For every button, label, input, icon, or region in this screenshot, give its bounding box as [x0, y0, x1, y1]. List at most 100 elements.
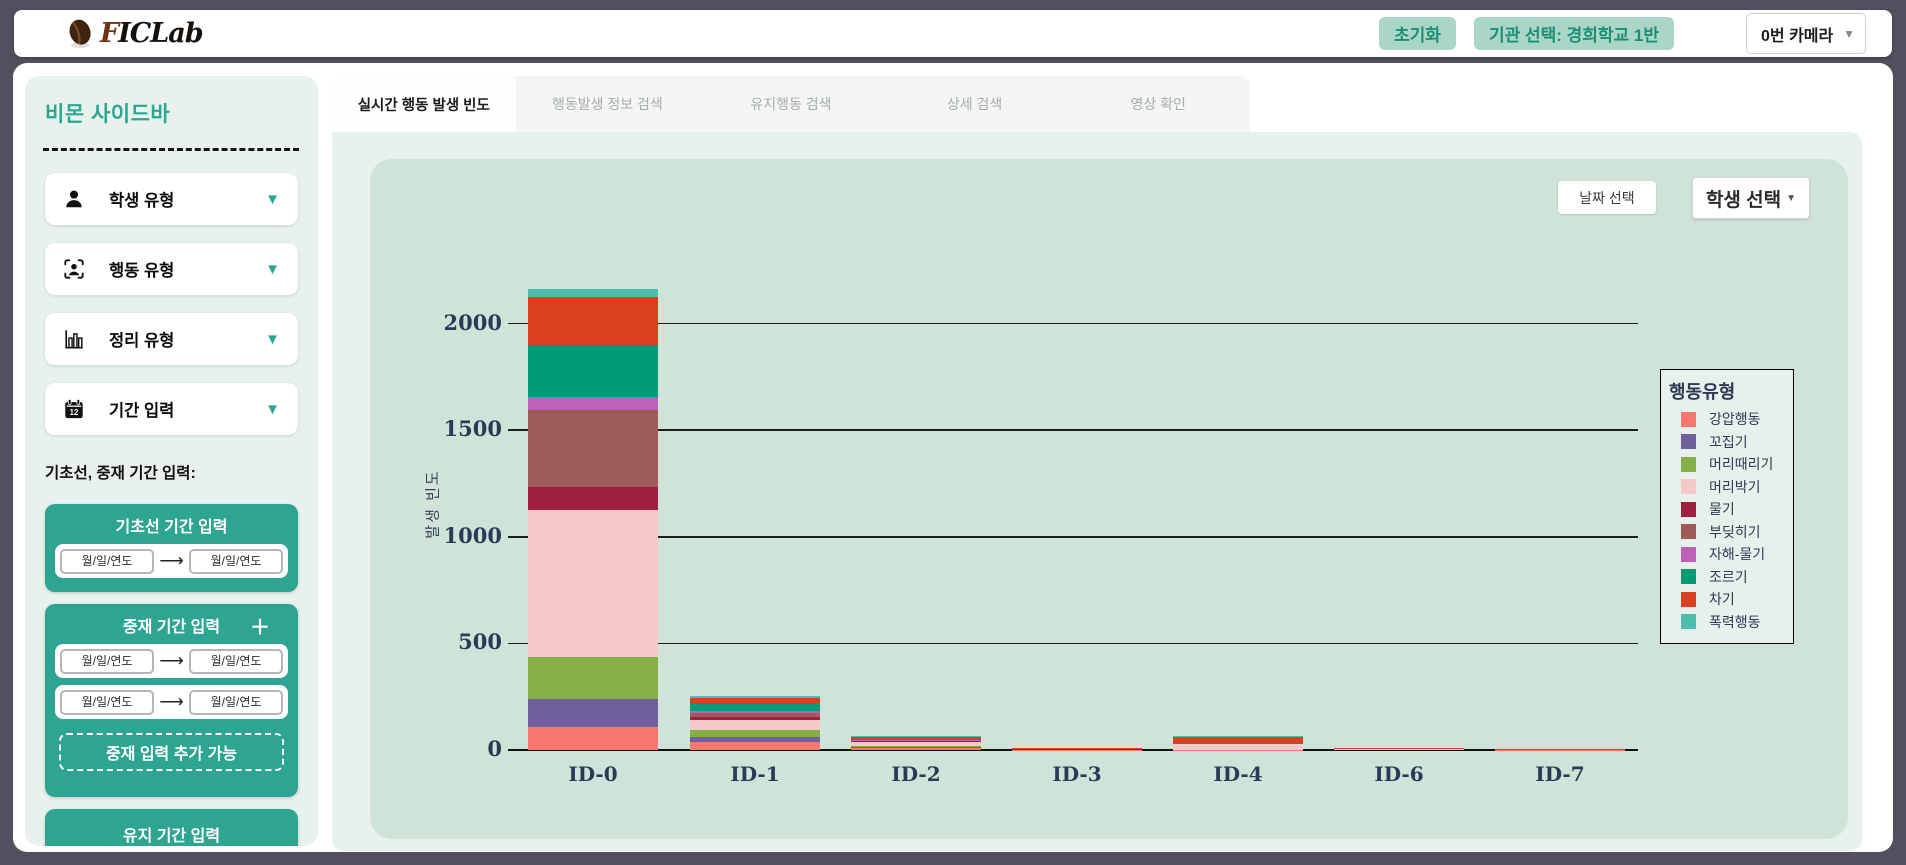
sidebar: 비몬 사이드바 학생 유형 ▼ 행동 유형 ▼ 정리 유형 ▼ 12 기간 입력 ▼ 기초선, …: [25, 76, 318, 846]
baseline-start-date-input[interactable]: [60, 548, 154, 574]
legend-item: 꼬집기: [1669, 431, 1787, 454]
institution-select-button[interactable]: 기관 선택: 경희학교 1반: [1473, 17, 1674, 50]
x-axis-label: ID-6: [1374, 762, 1424, 786]
legend-item: 강압행동: [1669, 408, 1787, 431]
bar-segment-꼬집기: [528, 698, 658, 727]
legend-item: 자해-물기: [1669, 543, 1787, 566]
camera-select-value: 0번 카메라: [1761, 27, 1834, 45]
bar-segment-강압행동: [1173, 749, 1303, 751]
x-axis-label: ID-7: [1535, 762, 1585, 786]
legend-swatch: [1681, 501, 1696, 517]
legend-item: 머리때리기: [1669, 453, 1787, 476]
bar-segment-머리때리기: [528, 657, 658, 699]
gridline: [508, 429, 1638, 432]
face-scan-icon: [63, 258, 85, 280]
bar-segment-머리박기: [851, 742, 981, 747]
maintenance-box-title: 유지 기간 입력: [122, 828, 221, 845]
legend-item: 머리박기: [1669, 476, 1787, 499]
bar-segment-차기: [851, 736, 981, 739]
bar-segment-자해-물기: [690, 710, 820, 714]
sidebar-accordion-4[interactable]: 12 기간 입력 ▼: [45, 383, 298, 435]
accordion-label: 학생 유형: [109, 192, 175, 210]
bar-segment-폭력행동: [528, 288, 658, 298]
person-icon: [63, 188, 85, 210]
bar-segment-폭력행동: [690, 695, 820, 698]
accordion-label: 기간 입력: [109, 402, 175, 420]
bar-segment-조르기: [528, 344, 658, 397]
bar-segment-강압행동: [1012, 749, 1142, 751]
intervention1-end-date-input[interactable]: [189, 648, 283, 674]
reset-button[interactable]: 초기화: [1379, 17, 1456, 50]
baseline-box-title: 기초선 기간 입력: [115, 519, 228, 536]
camera-select[interactable]: 0번 카메라 ▼: [1746, 13, 1866, 54]
intervention2-start-date-input[interactable]: [60, 689, 154, 715]
legend-item: 조르기: [1669, 566, 1787, 589]
arrow-right-icon: ⟶: [159, 692, 184, 711]
x-axis-label: ID-3: [1052, 762, 1102, 786]
content-area: 0 500 1000 1500 2000 ID-0 ID-1 ID-2 ID-3 ID-4 ID-6…: [332, 132, 1862, 851]
intervention2-end-date-input[interactable]: [189, 689, 283, 715]
bar-segment-머리박기: [528, 510, 658, 658]
bar-segment-차기: [690, 697, 820, 704]
intervention-date-range-row: ⟶: [55, 644, 288, 678]
bar-segment-조르기: [690, 703, 820, 711]
tab-bar: 실시간 행동 발생 빈도 행동발생 정보 검색 유지행동 검색 상세 검색 영상 확인: [332, 76, 1250, 132]
tab-5[interactable]: 영상 확인: [1130, 96, 1186, 112]
tab-3[interactable]: 유지행동 검색: [750, 96, 832, 112]
tab-2[interactable]: 행동발생 정보 검색: [551, 96, 663, 112]
legend-label: 머리때리기: [1709, 456, 1774, 473]
y-tick-label: 2000: [443, 309, 502, 335]
sidebar-accordion-1[interactable]: 학생 유형 ▼: [45, 173, 298, 225]
intervention-date-range-row: ⟶: [55, 685, 288, 719]
baseline-end-date-input[interactable]: [189, 548, 283, 574]
student-select-button[interactable]: 학생 선택 ▼: [1692, 177, 1810, 219]
arrow-right-icon: ⟶: [159, 551, 184, 570]
legend-label: 꼬집기: [1709, 433, 1748, 450]
maintenance-period-box: 유지 기간 입력: [45, 809, 298, 846]
add-intervention-plus-icon[interactable]: ＋: [250, 617, 270, 639]
baseline-date-range-row: ⟶: [55, 544, 288, 578]
legend-item: 물기: [1669, 498, 1787, 521]
bar-segment-강압행동: [528, 726, 658, 750]
bar-segment-꼬집기: [851, 747, 981, 749]
bar-segment-차기: [528, 297, 658, 345]
bar-segment-물기: [528, 486, 658, 511]
chevron-down-icon: ▼: [265, 260, 280, 278]
bar-segment-차기: [1334, 747, 1464, 749]
bar-segment-폭력행동: [1173, 735, 1303, 737]
bar-segment-강압행동: [1495, 749, 1625, 751]
bar-segment-자해-물기: [528, 396, 658, 410]
tab-4[interactable]: 상세 검색: [946, 96, 1003, 112]
x-axis-label: ID-1: [730, 762, 780, 786]
period-section-label: 기초선, 중재 기간 입력:: [45, 465, 196, 482]
top-bar: FICLab 초기화 기관 선택: 경희학교 1반 0번 카메라 ▼: [14, 10, 1892, 57]
bar-segment-자해-물기: [851, 740, 981, 741]
bar-segment-물기: [851, 741, 981, 743]
baseline-period-box: 기초선 기간 입력 ⟶: [45, 504, 298, 592]
legend-label: 물기: [1709, 501, 1735, 518]
intervention-period-box: 중재 기간 입력 ＋ ⟶ ⟶ 중재 입력 추가 가능: [45, 604, 298, 797]
stacked-bar-chart: 0 500 1000 1500 2000 ID-0 ID-1 ID-2 ID-3 ID-4 ID-6…: [370, 159, 1848, 839]
date-select-button[interactable]: 날짜 선택: [1558, 181, 1656, 214]
legend-title: 행동유형: [1669, 382, 1736, 402]
sidebar-accordion-2[interactable]: 행동 유형 ▼: [45, 243, 298, 295]
sidebar-accordion-3[interactable]: 정리 유형 ▼: [45, 313, 298, 365]
intervention1-start-date-input[interactable]: [60, 648, 154, 674]
bar-segment-조르기: [1173, 742, 1303, 744]
bar-chart-icon: [63, 328, 85, 350]
bar-segment-머리때리기: [690, 729, 820, 737]
add-intervention-button[interactable]: 중재 입력 추가 가능: [59, 733, 284, 771]
tab-1[interactable]: 실시간 행동 발생 빈도: [332, 76, 516, 132]
legend-swatch: [1681, 546, 1696, 562]
bar-segment-물기: [690, 716, 820, 720]
bar-segment-머리때리기: [851, 746, 981, 748]
coffee-bean-icon: [69, 19, 91, 48]
legend-swatch: [1681, 479, 1696, 495]
bar-segment-꼬집기: [690, 736, 820, 742]
legend-label: 조르기: [1709, 568, 1748, 585]
logo-text: FICLab: [100, 18, 204, 49]
bar-segment-차기: [1012, 748, 1142, 750]
y-tick-label: 1500: [443, 416, 502, 442]
chart-panel: 0 500 1000 1500 2000 ID-0 ID-1 ID-2 ID-3 ID-4 ID-6…: [370, 159, 1848, 839]
legend-swatch: [1681, 524, 1696, 540]
